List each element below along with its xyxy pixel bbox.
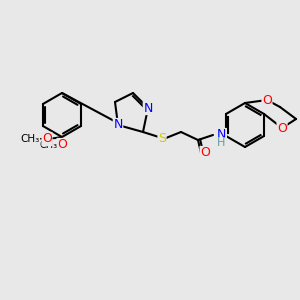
Text: N: N [143, 101, 153, 115]
Text: O: O [57, 139, 67, 152]
Text: N: N [217, 128, 226, 142]
Text: CH₃: CH₃ [40, 140, 58, 150]
Text: O: O [262, 94, 272, 106]
Text: N: N [113, 118, 123, 131]
Text: H: H [217, 138, 225, 148]
Text: O: O [277, 122, 287, 134]
Text: S: S [158, 131, 166, 145]
Text: O: O [200, 146, 210, 160]
Text: O: O [42, 133, 52, 146]
Text: CH₃: CH₃ [20, 134, 40, 144]
